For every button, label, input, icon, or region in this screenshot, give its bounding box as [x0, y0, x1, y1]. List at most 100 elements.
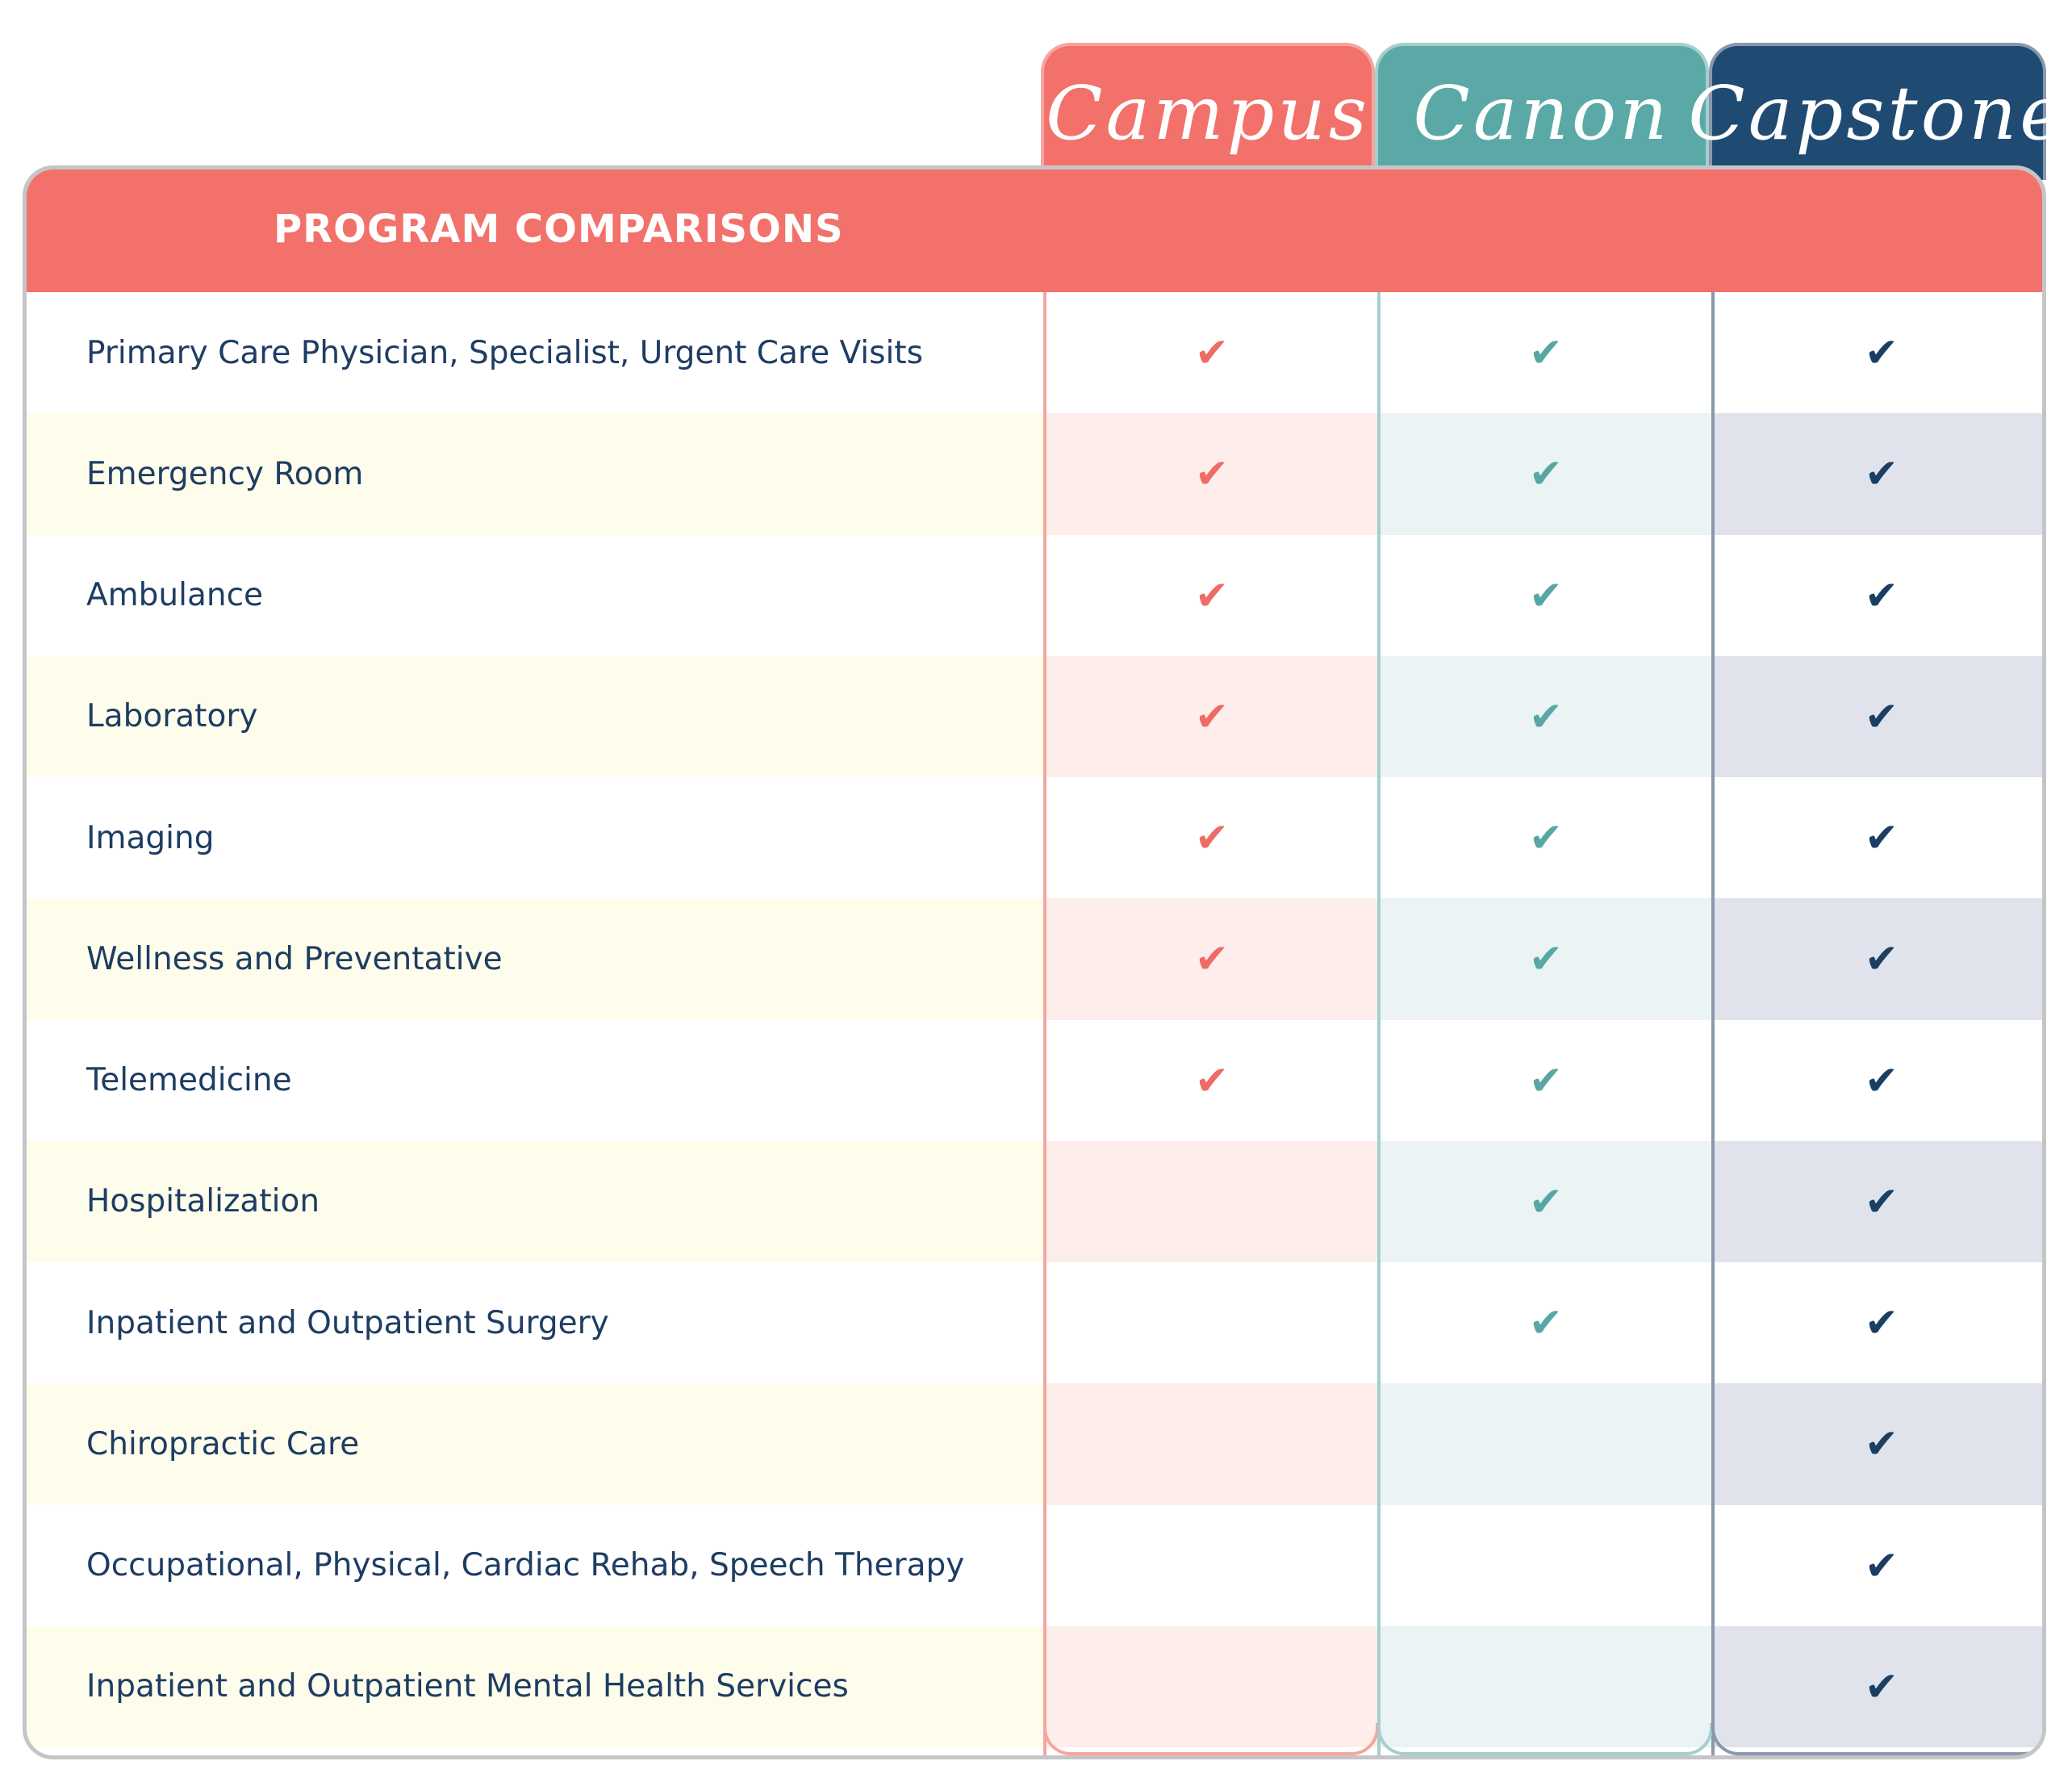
capstone-cell: ✔ — [1713, 777, 2042, 898]
canon-cell — [1379, 1625, 1713, 1747]
check-icon: ✔ — [1865, 1056, 1899, 1104]
capstone-column-bottom — [1711, 1723, 2042, 1755]
capstone-cell: ✔ — [1713, 1505, 2042, 1626]
check-icon: ✔ — [1529, 1178, 1563, 1225]
campus-column-border — [1043, 292, 1046, 1755]
check-icon: ✔ — [1865, 571, 1899, 619]
canon-cell: ✔ — [1379, 535, 1713, 656]
capstone-cell: ✔ — [1713, 1625, 2042, 1747]
plan-header-canon: Canon — [1375, 43, 1709, 180]
row-label: Chiropractic Care — [27, 1383, 1045, 1505]
campus-cell — [1045, 1140, 1379, 1262]
campus-column-bottom — [1043, 1723, 1379, 1755]
check-icon: ✔ — [1195, 1056, 1229, 1104]
check-icon: ✔ — [1865, 814, 1899, 862]
row-label: Inpatient and Outpatient Mental Health S… — [27, 1625, 1045, 1747]
row-label: Emergency Room — [27, 413, 1045, 535]
table-body: Primary Care Physician, Specialist, Urge… — [27, 292, 2042, 1747]
check-icon: ✔ — [1865, 450, 1899, 498]
capstone-cell: ✔ — [1713, 535, 2042, 656]
capstone-cell: ✔ — [1713, 898, 2042, 1020]
check-icon: ✔ — [1865, 1299, 1899, 1347]
row-label: Laboratory — [27, 655, 1045, 777]
row-label: Hospitalization — [27, 1140, 1045, 1262]
row-label: Primary Care Physician, Specialist, Urge… — [86, 334, 923, 371]
table-row: Ambulance ✔ ✔ ✔ — [27, 535, 2042, 656]
row-label: Occupational, Physical, Cardiac Rehab, S… — [86, 1547, 965, 1584]
check-icon: ✔ — [1865, 935, 1899, 983]
row-label: Inpatient and Outpatient Surgery — [86, 1304, 609, 1341]
campus-cell — [1045, 1505, 1379, 1626]
canon-column-border — [1377, 292, 1381, 1755]
table-row: Inpatient and Outpatient Surgery ✔ ✔ — [27, 1262, 2042, 1383]
campus-cell — [1045, 1262, 1379, 1383]
capstone-cell: ✔ — [1713, 413, 2042, 535]
check-icon: ✔ — [1865, 1420, 1899, 1468]
capstone-cell: ✔ — [1713, 1020, 2042, 1141]
capstone-cell: ✔ — [1713, 655, 2042, 777]
plan-header-capstone: Capstone — [1688, 43, 2064, 180]
campus-cell: ✔ — [1045, 292, 1379, 413]
check-icon: ✔ — [1865, 692, 1899, 740]
table-row: Inpatient and Outpatient Mental Health S… — [27, 1625, 2042, 1747]
check-icon: ✔ — [1195, 935, 1229, 983]
campus-cell: ✔ — [1045, 898, 1379, 1020]
campus-cell: ✔ — [1045, 777, 1379, 898]
row-label: Wellness and Preventative — [27, 898, 1045, 1020]
campus-cell: ✔ — [1045, 535, 1379, 656]
check-icon: ✔ — [1865, 1541, 1899, 1589]
capstone-cell: ✔ — [1713, 1262, 2042, 1383]
check-icon: ✔ — [1529, 450, 1563, 498]
plan-header-campus: Campus — [1041, 43, 1375, 180]
table-row: Hospitalization ✔ ✔ — [27, 1140, 2042, 1262]
canon-cell: ✔ — [1379, 1262, 1713, 1383]
table-row: Occupational, Physical, Cardiac Rehab, S… — [27, 1505, 2042, 1626]
check-icon: ✔ — [1195, 814, 1229, 862]
capstone-cell: ✔ — [1713, 1140, 2042, 1262]
canon-cell: ✔ — [1379, 898, 1713, 1020]
canon-column-bottom — [1377, 1723, 1713, 1755]
canon-cell: ✔ — [1379, 1020, 1713, 1141]
check-icon: ✔ — [1529, 1299, 1563, 1347]
canon-cell: ✔ — [1379, 413, 1713, 535]
check-icon: ✔ — [1529, 692, 1563, 740]
check-icon: ✔ — [1529, 1056, 1563, 1104]
check-icon: ✔ — [1865, 329, 1899, 377]
check-icon: ✔ — [1195, 450, 1229, 498]
table-title: PROGRAM COMPARISONS — [274, 207, 844, 252]
check-icon: ✔ — [1529, 935, 1563, 983]
campus-cell — [1045, 1625, 1379, 1747]
canon-cell — [1379, 1383, 1713, 1505]
check-icon: ✔ — [1195, 329, 1229, 377]
canon-cell: ✔ — [1379, 777, 1713, 898]
capstone-column-border — [1711, 292, 1715, 1755]
table-row: Laboratory ✔ ✔ ✔ — [27, 655, 2042, 777]
check-icon: ✔ — [1529, 571, 1563, 619]
capstone-cell: ✔ — [1713, 1383, 2042, 1505]
check-icon: ✔ — [1529, 814, 1563, 862]
table-row: Wellness and Preventative ✔ ✔ ✔ — [27, 898, 2042, 1020]
check-icon: ✔ — [1195, 571, 1229, 619]
row-label: Telemedicine — [86, 1062, 292, 1099]
table-row: Imaging ✔ ✔ ✔ — [27, 777, 2042, 898]
check-icon: ✔ — [1865, 1178, 1899, 1225]
canon-cell — [1379, 1505, 1713, 1626]
campus-cell — [1045, 1383, 1379, 1505]
canon-cell: ✔ — [1379, 1140, 1713, 1262]
capstone-cell: ✔ — [1713, 292, 2042, 413]
canon-cell: ✔ — [1379, 655, 1713, 777]
campus-cell: ✔ — [1045, 655, 1379, 777]
row-label: Imaging — [86, 819, 215, 856]
table-header-band: PROGRAM COMPARISONS — [27, 169, 2042, 292]
comparison-table: PROGRAM COMPARISONS Primary Care Physici… — [23, 165, 2046, 1759]
check-icon: ✔ — [1529, 329, 1563, 377]
table-row: Telemedicine ✔ ✔ ✔ — [27, 1020, 2042, 1141]
check-icon: ✔ — [1865, 1663, 1899, 1710]
table-row: Primary Care Physician, Specialist, Urge… — [27, 292, 2042, 413]
check-icon: ✔ — [1195, 692, 1229, 740]
table-row: Emergency Room ✔ ✔ ✔ — [27, 413, 2042, 535]
campus-cell: ✔ — [1045, 1020, 1379, 1141]
campus-cell: ✔ — [1045, 413, 1379, 535]
row-label: Ambulance — [86, 577, 264, 614]
canon-cell: ✔ — [1379, 292, 1713, 413]
